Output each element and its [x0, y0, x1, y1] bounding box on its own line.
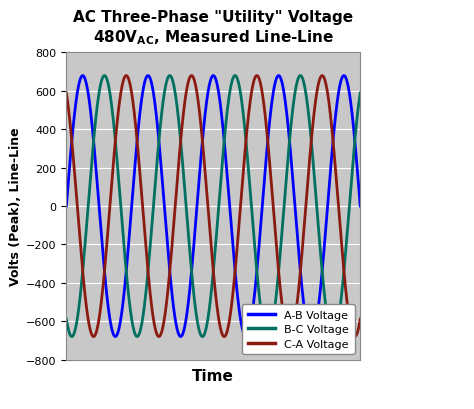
C-A Voltage [199, 129, 204, 134]
A-B Voltage [79, 75, 84, 80]
A-B Voltage [207, 82, 212, 87]
B-C Voltage [64, 317, 69, 322]
A-B Voltage [357, 204, 363, 209]
C-A Voltage [206, 222, 212, 227]
C-A Voltage [349, 328, 355, 333]
C-A Voltage [79, 254, 84, 259]
A-B Voltage [349, 111, 355, 116]
B-C Voltage [79, 281, 84, 286]
B-C Voltage [349, 171, 355, 176]
Title: AC Three-Phase "Utility" Voltage
$\mathbf{480V_{AC}}$, Measured Line-Line: AC Three-Phase "Utility" Voltage $\mathb… [73, 10, 353, 47]
B-C Voltage [199, 334, 205, 339]
Line: B-C Voltage: B-C Voltage [66, 76, 360, 337]
C-A Voltage [319, 74, 325, 79]
A-B Voltage [64, 204, 69, 209]
C-A Voltage [352, 334, 358, 339]
A-B Voltage [80, 74, 85, 79]
A-B Voltage [199, 146, 205, 151]
B-C Voltage [207, 305, 212, 310]
A-B Voltage [295, 243, 301, 247]
B-C Voltage [101, 74, 107, 79]
A-B Voltage [349, 110, 355, 115]
A-B Voltage [112, 334, 118, 339]
Y-axis label: Volts (Peak), Line-Line: Volts (Peak), Line-Line [9, 128, 22, 285]
B-C Voltage [69, 334, 74, 339]
B-C Voltage [349, 173, 355, 178]
Legend: A-B Voltage, B-C Voltage, C-A Voltage: A-B Voltage, B-C Voltage, C-A Voltage [242, 304, 355, 354]
B-C Voltage [357, 91, 363, 96]
C-A Voltage [349, 329, 355, 334]
B-C Voltage [295, 77, 301, 82]
Line: A-B Voltage: A-B Voltage [66, 76, 360, 337]
X-axis label: Time: Time [192, 368, 234, 383]
Line: C-A Voltage: C-A Voltage [66, 76, 360, 337]
C-A Voltage [64, 91, 69, 96]
C-A Voltage [295, 295, 301, 300]
C-A Voltage [357, 317, 363, 322]
